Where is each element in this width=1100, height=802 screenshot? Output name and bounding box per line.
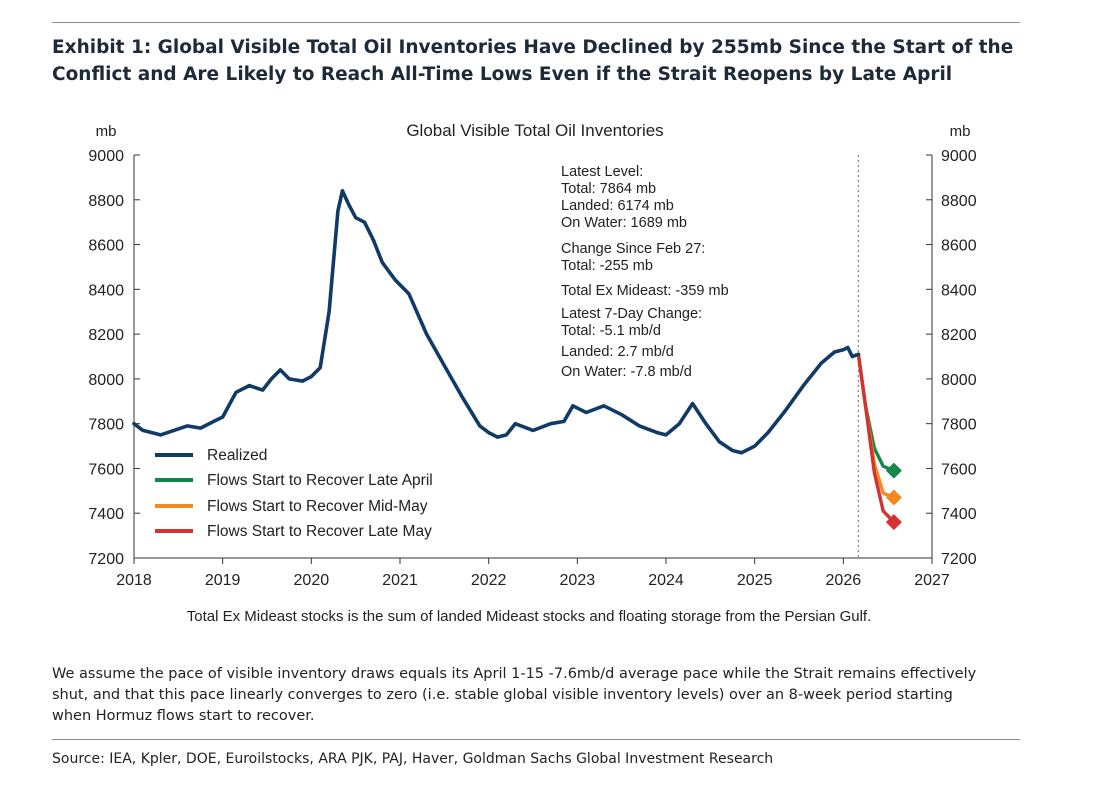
y-tick-label-left-8400: 8400	[88, 282, 124, 299]
x-tick-label-2026: 2026	[826, 572, 862, 589]
x-tick-label-2020: 2020	[294, 572, 330, 589]
exhibit-title: Exhibit 1: Global Visible Total Oil Inve…	[52, 34, 1022, 88]
source-line: Source: IEA, Kpler, DOE, Euroilstocks, A…	[52, 751, 774, 767]
y-tick-label-right-7200: 7200	[941, 551, 977, 568]
y-tick-label-left-7600: 7600	[88, 461, 124, 478]
y-tick-label-left-8200: 8200	[88, 327, 124, 344]
annotation-head-7day: Latest 7-Day Change:	[561, 306, 702, 322]
chart-title: Global Visible Total Oil Inventories	[406, 121, 663, 140]
x-tick-label-2019: 2019	[205, 572, 241, 589]
y-tick-label-right-7800: 7800	[941, 417, 977, 434]
x-tick-label-2025: 2025	[737, 572, 773, 589]
annotation-latest-total: Total: 7864 mb	[561, 181, 656, 197]
endpoint-marker-flows-start-to-recover-late-april	[885, 462, 902, 479]
y-tick-label-left-7800: 7800	[88, 417, 124, 434]
annotation-head-latest: Latest Level:	[561, 164, 643, 180]
y-tick-label-right-8600: 8600	[941, 238, 977, 255]
annotation-latest-on-water: On Water: 1689 mb	[561, 215, 687, 231]
series-line-flows-start-to-recover-late-april	[856, 352, 896, 473]
y-tick-label-left-8600: 8600	[88, 238, 124, 255]
annotation-7day-landed: Landed: 2.7 mb/d	[561, 344, 674, 360]
legend-label-realized: Realized	[207, 447, 267, 464]
y-tick-label-left-8800: 8800	[88, 193, 124, 210]
footnote-line-1: We assume the pace of visible inventory …	[52, 666, 977, 682]
annotation-7day-total: Total: -5.1 mb/d	[561, 323, 661, 339]
top-rule	[52, 22, 1020, 23]
y-tick-label-right-9000: 9000	[941, 148, 977, 165]
y-tick-label-right-7600: 7600	[941, 461, 977, 478]
annotation-box: Latest Level: Total: 7864 mb Landed: 617…	[561, 164, 729, 380]
legend: Realized Flows Start to Recover Late Apr…	[155, 447, 433, 540]
annotation-latest-landed: Landed: 6174 mb	[561, 198, 674, 214]
y-tick-label-right-8400: 8400	[941, 282, 977, 299]
inventory-chart: Global Visible Total Oil Inventories mb …	[88, 121, 977, 625]
endpoint-marker-flows-start-to-recover-late-may	[885, 514, 902, 531]
x-tick-label-2018: 2018	[116, 572, 152, 589]
exhibit-title-line-1: Exhibit 1: Global Visible Total Oil Inve…	[52, 37, 1014, 58]
footnote-line-3: when Hormuz flows start to recover.	[52, 708, 315, 724]
methodology-footnote: We assume the pace of visible inventory …	[52, 664, 1032, 727]
bottom-rule	[52, 739, 1020, 740]
endpoint-marker-flows-start-to-recover-mid-may	[885, 489, 902, 506]
x-tick-label-2023: 2023	[560, 572, 596, 589]
x-tick-label-2024: 2024	[648, 572, 684, 589]
y-tick-label-right-8000: 8000	[941, 372, 977, 389]
y-tick-label-left-7200: 7200	[88, 551, 124, 568]
legend-label-mid-may: Flows Start to Recover Mid-May	[207, 498, 428, 515]
annotation-head-change: Change Since Feb 27:	[561, 241, 705, 257]
chart-note: Total Ex Mideast stocks is the sum of la…	[187, 608, 872, 625]
annotation-change-ex-mideast: Total Ex Mideast: -359 mb	[561, 283, 729, 299]
y-axis-label-left: mb	[96, 123, 117, 140]
y-tick-label-left-9000: 9000	[88, 148, 124, 165]
y-axis-label-right: mb	[950, 123, 971, 140]
annotation-7day-on-water: On Water: -7.8 mb/d	[561, 364, 692, 380]
legend-label-late-april: Flows Start to Recover Late April	[207, 472, 433, 489]
legend-label-late-may: Flows Start to Recover Late May	[207, 523, 432, 540]
y-tick-label-right-7400: 7400	[941, 506, 977, 523]
x-tick-label-2027: 2027	[914, 572, 950, 589]
x-tick-label-2021: 2021	[382, 572, 418, 589]
y-tick-label-left-8000: 8000	[88, 372, 124, 389]
exhibit-title-line-2: Conflict and Are Likely to Reach All-Tim…	[52, 64, 953, 85]
x-tick-label-2022: 2022	[471, 572, 507, 589]
y-tick-label-right-8200: 8200	[941, 327, 977, 344]
footnote-line-2: shut, and that this pace linearly conver…	[52, 687, 953, 703]
y-tick-label-right-8800: 8800	[941, 193, 977, 210]
annotation-change-total: Total: -255 mb	[561, 258, 653, 274]
series-line-realized	[132, 189, 861, 455]
y-tick-label-left-7400: 7400	[88, 506, 124, 523]
series-line-flows-start-to-recover-late-may	[856, 352, 896, 524]
